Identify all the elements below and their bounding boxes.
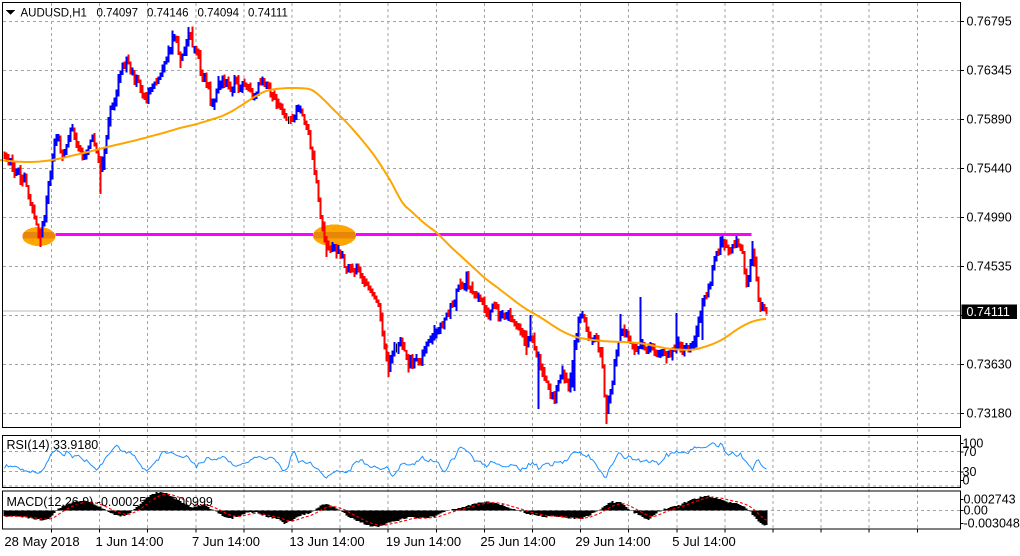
svg-text:1 Jun 14:00: 1 Jun 14:00	[96, 534, 164, 549]
svg-text:0.73630: 0.73630	[967, 358, 1012, 372]
svg-text:0.73180: 0.73180	[967, 407, 1012, 421]
svg-text:0: 0	[963, 474, 970, 488]
svg-text:13 Jun 14:00: 13 Jun 14:00	[289, 534, 364, 549]
svg-text:0.002743: 0.002743	[964, 493, 1016, 507]
svg-text:-0.003048: -0.003048	[964, 517, 1020, 531]
svg-text:MACD(12,26,9) -0.000254 -0.000: MACD(12,26,9) -0.000254 -0.000999	[7, 495, 213, 509]
svg-text:AUDUSD,H1: AUDUSD,H1	[21, 8, 87, 20]
svg-text:0.74535: 0.74535	[967, 260, 1012, 274]
svg-text:70: 70	[963, 445, 977, 459]
svg-text:19 Jun 14:00: 19 Jun 14:00	[386, 534, 461, 549]
svg-text:25 Jun 14:00: 25 Jun 14:00	[480, 534, 555, 549]
svg-text:0.74146: 0.74146	[147, 8, 189, 20]
svg-text:29 Jun 14:00: 29 Jun 14:00	[575, 534, 650, 549]
svg-text:100: 100	[963, 437, 984, 451]
svg-text:7 Jun 14:00: 7 Jun 14:00	[192, 534, 260, 549]
svg-text:0.75440: 0.75440	[967, 162, 1012, 176]
svg-text:0.76795: 0.76795	[967, 15, 1012, 29]
svg-text:0.74094: 0.74094	[198, 8, 240, 20]
svg-text:0.74111: 0.74111	[967, 305, 1010, 319]
svg-text:5 Jul 14:00: 5 Jul 14:00	[672, 534, 736, 549]
svg-text:28 May 2018: 28 May 2018	[4, 534, 79, 549]
svg-text:0.76345: 0.76345	[967, 64, 1012, 78]
svg-text:0.74990: 0.74990	[967, 211, 1012, 225]
svg-text:30: 30	[963, 465, 977, 479]
svg-text:RSI(14) 33.9180: RSI(14) 33.9180	[7, 438, 99, 452]
svg-text:0.74111: 0.74111	[248, 8, 288, 20]
svg-text:0.00: 0.00	[964, 503, 988, 517]
svg-text:0.75890: 0.75890	[967, 113, 1012, 127]
svg-text:0.74097: 0.74097	[97, 8, 139, 20]
